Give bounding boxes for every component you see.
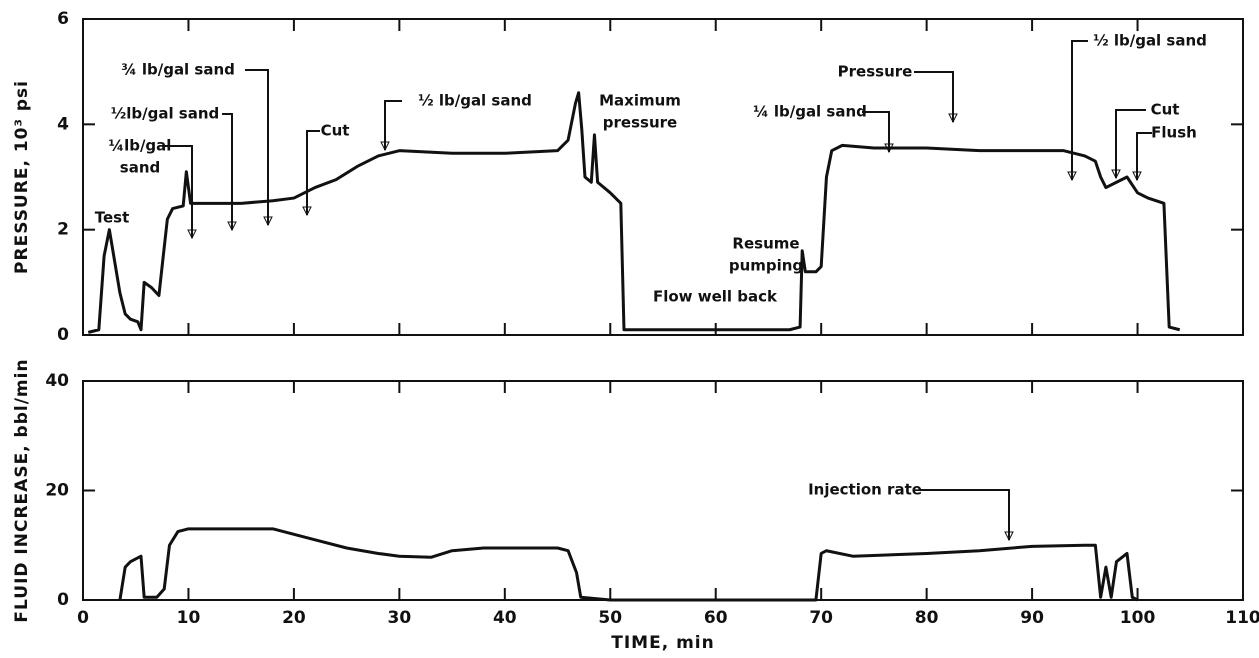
y-tick-label: 0 <box>57 325 69 345</box>
annotation-arrow <box>914 71 954 122</box>
y-axis-label: FLUID INCREASE, bbl/min <box>12 358 32 622</box>
annotation: Flow well back <box>653 288 778 306</box>
annotation-arrow <box>1071 40 1088 180</box>
x-tick-label: 40 <box>493 608 517 628</box>
annotation: Pressure <box>838 63 913 81</box>
data-line <box>87 91 1181 334</box>
y-axis-label: PRESSURE, 10³ psi <box>12 80 32 274</box>
x-tick-label: 80 <box>915 608 939 628</box>
y-tick-label: 40 <box>45 371 69 391</box>
annotation: pressure <box>603 114 677 132</box>
x-tick-label: 100 <box>1120 608 1156 628</box>
annotation-arrow <box>1136 132 1152 180</box>
y-tick-label: 0 <box>57 590 69 610</box>
annotation: Cut <box>1151 101 1180 119</box>
annotation-arrow <box>245 69 269 225</box>
plot-frame <box>82 380 1244 601</box>
annotation: ½ lb/gal sand <box>1093 32 1207 50</box>
x-tick-label: 50 <box>598 608 622 628</box>
annotation-arrow <box>862 111 890 152</box>
data-line <box>118 527 1139 602</box>
annotation-arrow <box>306 130 320 215</box>
annotation: ½lb/gal sand <box>111 105 220 123</box>
annotation: ½ lb/gal sand <box>418 92 532 110</box>
annotation: Maximum <box>599 92 681 110</box>
x-tick-label: 30 <box>388 608 412 628</box>
arrow-head <box>948 113 958 124</box>
y-tick-label: 20 <box>45 481 69 501</box>
x-axis-label: TIME, min <box>611 633 714 653</box>
arrow-head <box>884 143 894 154</box>
x-tick-label: 10 <box>177 608 201 628</box>
arrow-head <box>187 229 197 240</box>
arrow-head <box>263 216 273 227</box>
x-tick-label: 110 <box>1225 608 1259 628</box>
annotation-arrow <box>384 100 402 150</box>
annotation: Flush <box>1151 124 1197 142</box>
annotation-arrow <box>1115 109 1146 178</box>
annotation: ¾ lb/gal sand <box>121 61 235 79</box>
y-tick-label: 2 <box>57 220 69 240</box>
annotation: Resume <box>732 235 799 253</box>
annotation: pumping <box>729 257 803 275</box>
x-tick-label: 70 <box>809 608 833 628</box>
arrow-head <box>1004 531 1014 542</box>
annotation: ¼ lb/gal sand <box>753 103 867 121</box>
annotation-arrow <box>921 489 1010 540</box>
arrow-head <box>1111 169 1121 180</box>
y-tick-label: 6 <box>57 9 69 29</box>
x-tick-label: 20 <box>282 608 306 628</box>
x-tick-label: 90 <box>1020 608 1044 628</box>
plot-frame <box>82 18 1244 336</box>
annotation: Test <box>95 209 130 227</box>
annotation: Cut <box>321 122 350 140</box>
arrow-head <box>380 141 390 152</box>
annotation: sand <box>120 159 160 177</box>
arrow-head <box>1067 171 1077 182</box>
annotation-arrow <box>222 113 233 230</box>
arrow-head <box>302 206 312 217</box>
annotation: Injection rate <box>808 481 922 499</box>
y-tick-label: 4 <box>57 114 69 134</box>
annotation: ¼lb/gal <box>109 137 172 155</box>
x-tick-label: 0 <box>77 608 89 628</box>
arrow-head <box>227 221 237 232</box>
annotation-arrow <box>162 145 193 238</box>
arrow-head <box>1132 171 1142 182</box>
x-tick-label: 60 <box>704 608 728 628</box>
